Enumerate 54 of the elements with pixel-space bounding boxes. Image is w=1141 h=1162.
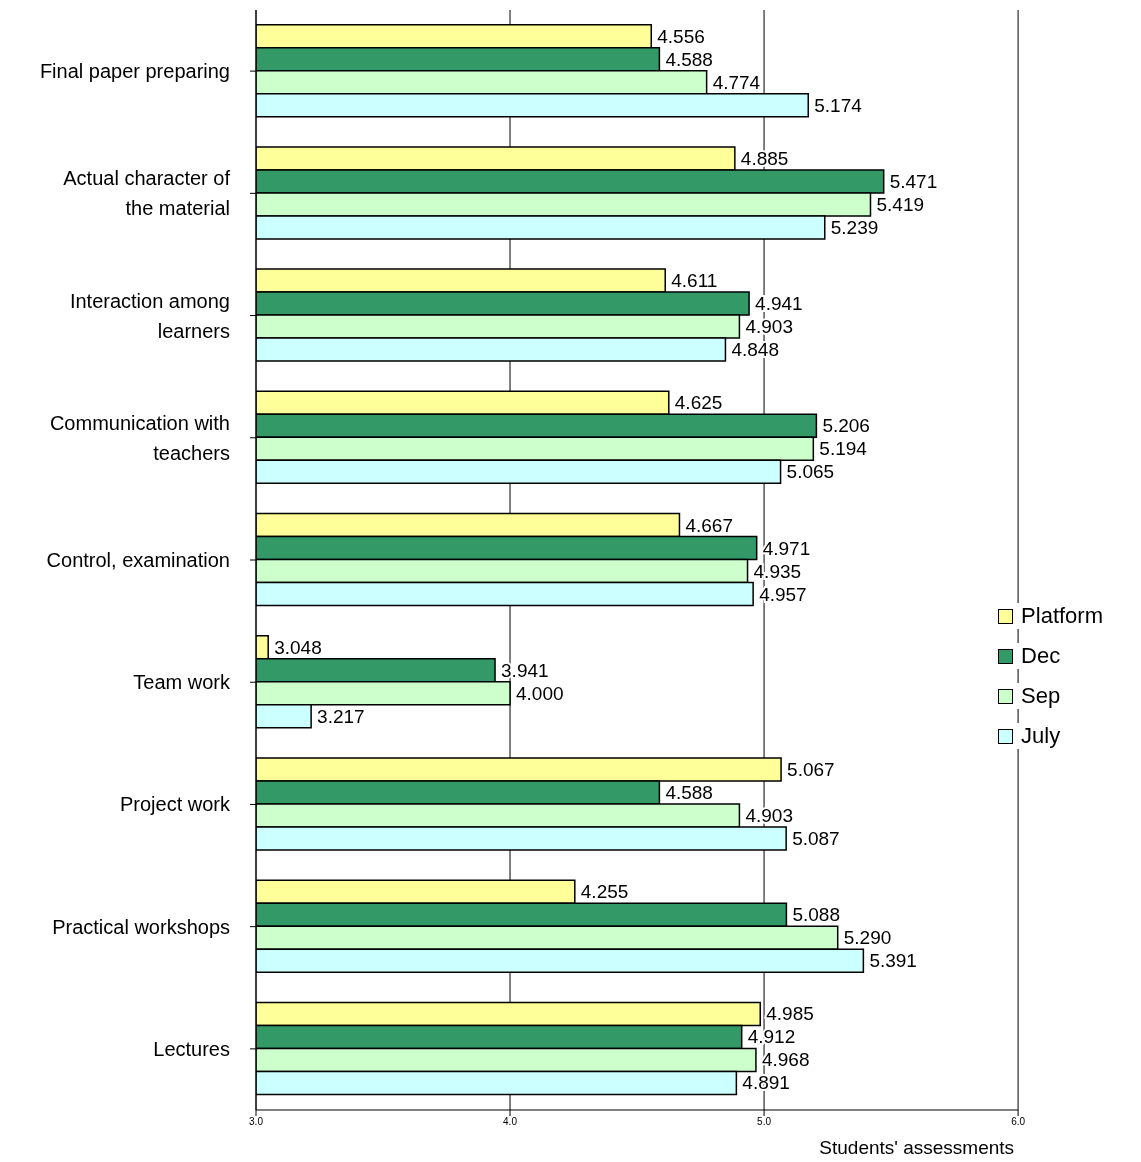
y-tick-label: Final paper preparing <box>39 60 230 83</box>
data-label: 5.194 <box>819 438 868 460</box>
data-label: 4.968 <box>761 1049 810 1071</box>
data-label: 5.419 <box>876 193 925 215</box>
data-label: 4.588 <box>665 48 713 70</box>
data-label: 4.903 <box>745 805 793 826</box>
data-label: 4.000 <box>516 682 564 704</box>
data-label: 4.912 <box>747 1026 796 1048</box>
data-label: 5.174 <box>814 94 863 116</box>
data-label: 3.941 <box>501 659 549 681</box>
y-tick-label: Lectures <box>153 1037 230 1060</box>
data-label: 5.471 <box>889 170 938 192</box>
y-tick-label: Project work <box>119 793 231 816</box>
y-tick-label: Communication with teachers <box>49 411 230 464</box>
legend-label: July <box>1021 723 1061 749</box>
data-label: 5.239 <box>830 216 879 238</box>
data-label: 3.048 <box>274 636 322 658</box>
data-label: 4.255 <box>580 881 629 903</box>
data-label: 4.611 <box>671 270 718 292</box>
legend-label: Platform <box>1021 603 1103 629</box>
data-label: 4.891 <box>742 1072 790 1094</box>
x-tick-label: 5.0 <box>757 1116 772 1128</box>
data-label: 4.848 <box>731 339 779 361</box>
data-label: 5.087 <box>792 828 840 849</box>
data-label: 4.774 <box>712 71 761 93</box>
y-tick-label: Actual character of the material <box>63 167 231 220</box>
y-tick-label: Practical workshops <box>52 915 230 938</box>
data-label: 4.957 <box>759 583 807 605</box>
data-label: 5.088 <box>792 904 840 926</box>
data-label: 4.588 <box>665 782 713 803</box>
data-label: 4.625 <box>674 392 723 414</box>
data-label: 4.556 <box>657 25 705 47</box>
x-tick-label: 3.0 <box>249 1116 264 1128</box>
data-label: 4.935 <box>753 560 802 582</box>
y-tick-label: Team work <box>133 671 231 694</box>
legend-label: Dec <box>1021 643 1061 669</box>
data-label: 4.903 <box>745 316 793 338</box>
data-label: 5.391 <box>869 950 917 972</box>
y-tick-label: Control, examination <box>46 549 230 571</box>
x-tick-label: 4.0 <box>503 1116 518 1128</box>
y-tick-label: Interaction among learners <box>69 289 230 342</box>
data-label: 4.667 <box>685 514 734 536</box>
legend-label: Sep <box>1021 683 1061 709</box>
x-tick-label: 6.0 <box>1011 1116 1026 1128</box>
data-label: 5.206 <box>822 415 870 437</box>
data-label: 5.067 <box>787 759 835 780</box>
data-label: 3.217 <box>317 705 365 727</box>
data-label: 5.290 <box>843 927 892 949</box>
data-label: 4.971 <box>762 537 811 559</box>
data-label: 4.985 <box>766 1003 814 1025</box>
data-label: 5.065 <box>786 461 835 483</box>
x-axis-title: Students' assessments <box>819 1137 1015 1158</box>
data-label: 4.885 <box>740 147 789 169</box>
data-label: 4.941 <box>755 293 803 315</box>
